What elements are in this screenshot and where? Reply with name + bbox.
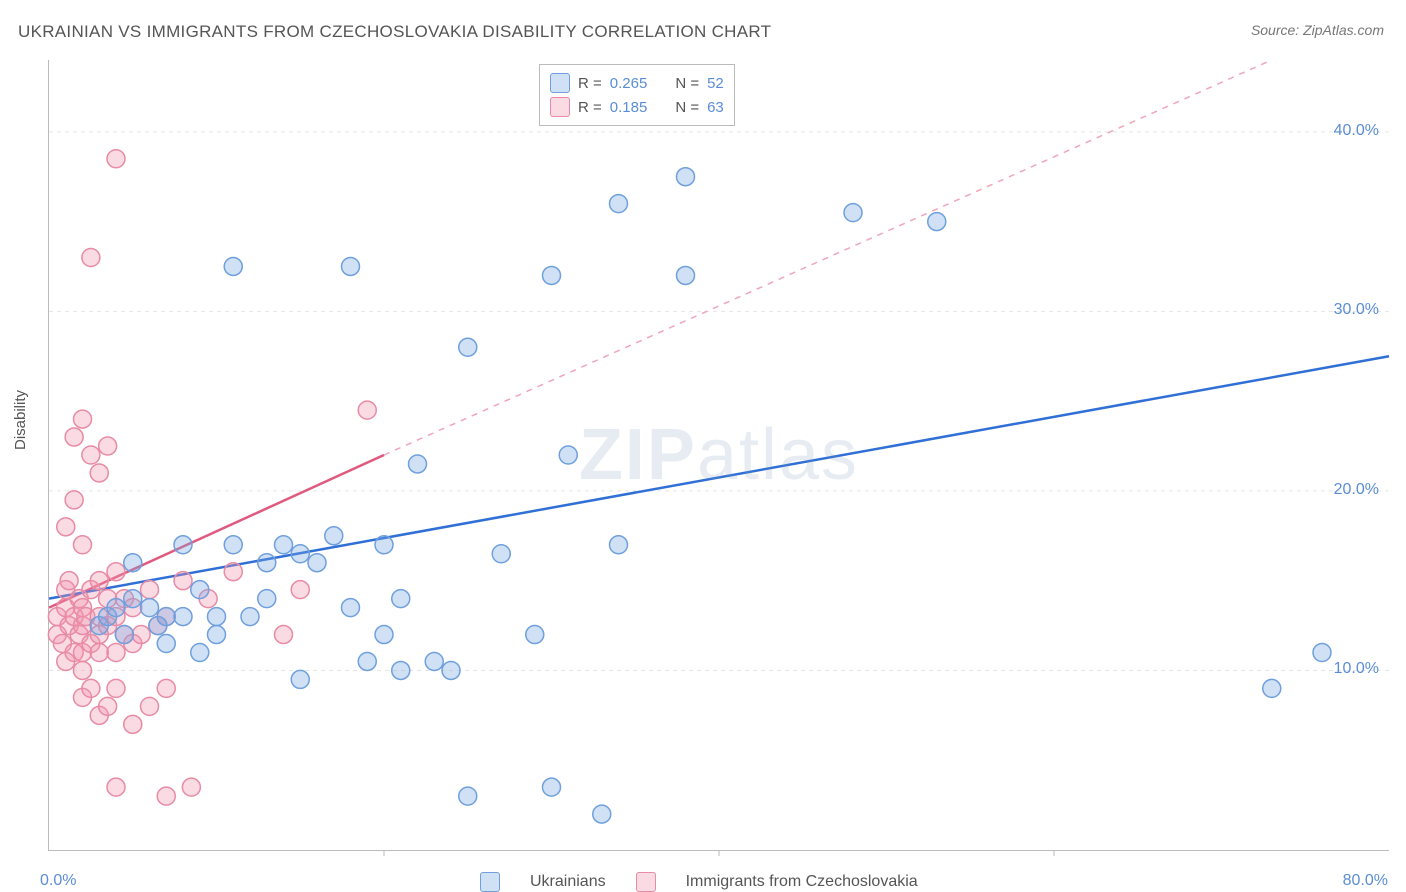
swatch-blue [550, 73, 570, 93]
legend-label: Ukrainians [530, 873, 606, 891]
source-attribution: Source: ZipAtlas.com [1251, 22, 1384, 38]
y-tick-label: 10.0% [1334, 660, 1379, 678]
legend-label: Immigrants from Czechoslovakia [686, 873, 918, 891]
swatch-pink [550, 97, 570, 117]
chart-title: UKRAINIAN VS IMMIGRANTS FROM CZECHOSLOVA… [18, 22, 771, 42]
y-axis-label: Disability [12, 390, 29, 450]
y-tick-label: 30.0% [1334, 301, 1379, 319]
x-tick-max: 80.0% [1343, 872, 1388, 890]
swatch-blue [480, 872, 500, 892]
legend-row: R = 0.185 N = 63 [550, 95, 724, 119]
correlation-legend: R = 0.265 N = 52 R = 0.185 N = 63 [539, 64, 735, 126]
x-tick-min: 0.0% [40, 872, 76, 890]
legend-row: R = 0.265 N = 52 [550, 71, 724, 95]
scatter-plot [49, 60, 1389, 850]
chart-area: ZIPatlas R = 0.265 N = 52 R = 0.185 N = … [48, 60, 1389, 851]
y-tick-label: 40.0% [1334, 122, 1379, 140]
y-tick-label: 20.0% [1334, 481, 1379, 499]
swatch-pink [636, 872, 656, 892]
series-legend: Ukrainians Immigrants from Czechoslovaki… [480, 872, 918, 892]
